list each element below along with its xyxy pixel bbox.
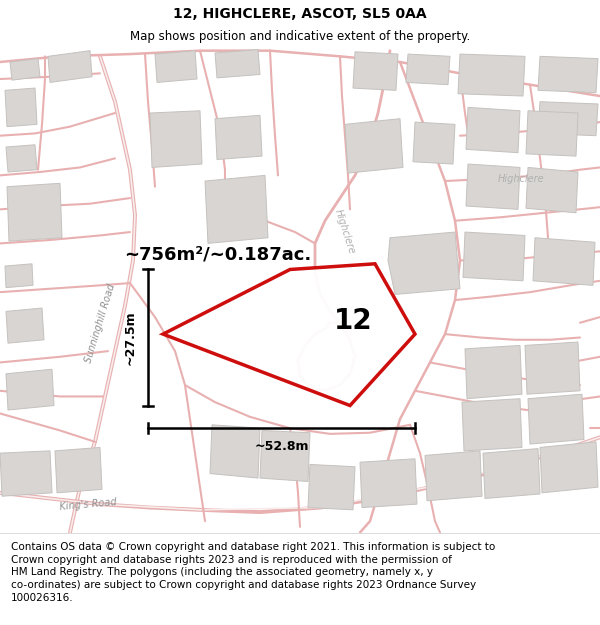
Text: ~27.5m: ~27.5m [124, 310, 137, 365]
Text: 12, HIGHCLERE, ASCOT, SL5 0AA: 12, HIGHCLERE, ASCOT, SL5 0AA [173, 6, 427, 21]
Polygon shape [10, 59, 40, 80]
Polygon shape [458, 54, 525, 96]
Polygon shape [155, 51, 197, 82]
Polygon shape [48, 51, 92, 82]
Polygon shape [538, 102, 598, 136]
Polygon shape [528, 394, 584, 444]
Text: 12: 12 [334, 308, 373, 336]
Polygon shape [526, 168, 578, 212]
Polygon shape [360, 459, 417, 508]
Text: Contains OS data © Crown copyright and database right 2021. This information is : Contains OS data © Crown copyright and d… [11, 542, 495, 603]
Polygon shape [483, 449, 540, 499]
Polygon shape [205, 176, 268, 243]
Polygon shape [308, 464, 355, 510]
Polygon shape [353, 52, 398, 91]
Polygon shape [6, 308, 44, 343]
Polygon shape [260, 431, 310, 481]
Polygon shape [466, 164, 520, 209]
Polygon shape [526, 111, 578, 156]
Polygon shape [465, 346, 522, 399]
Polygon shape [525, 342, 580, 394]
Text: Highclere: Highclere [333, 208, 357, 256]
Text: ~756m²/~0.187ac.: ~756m²/~0.187ac. [124, 246, 311, 264]
Polygon shape [425, 451, 482, 501]
Text: ~52.8m: ~52.8m [254, 440, 309, 453]
Polygon shape [5, 88, 37, 127]
Polygon shape [215, 115, 262, 159]
Text: Sunninghill Road: Sunninghill Road [83, 282, 117, 364]
Polygon shape [466, 107, 520, 152]
Polygon shape [406, 54, 450, 84]
Polygon shape [6, 145, 37, 172]
Text: Map shows position and indicative extent of the property.: Map shows position and indicative extent… [130, 31, 470, 43]
Polygon shape [538, 56, 598, 92]
Polygon shape [540, 442, 598, 493]
Polygon shape [5, 264, 33, 288]
Polygon shape [150, 111, 202, 168]
Polygon shape [463, 232, 525, 281]
Polygon shape [462, 399, 522, 451]
Polygon shape [163, 264, 415, 406]
Polygon shape [533, 238, 595, 286]
Polygon shape [210, 425, 260, 478]
Text: King's Road: King's Road [59, 497, 117, 512]
Polygon shape [55, 448, 102, 493]
Polygon shape [345, 119, 403, 173]
Text: Highclere: Highclere [498, 174, 545, 184]
Polygon shape [413, 122, 455, 164]
Polygon shape [215, 49, 260, 78]
Polygon shape [0, 451, 52, 496]
Polygon shape [7, 183, 62, 241]
Polygon shape [6, 369, 54, 410]
Polygon shape [388, 232, 460, 294]
